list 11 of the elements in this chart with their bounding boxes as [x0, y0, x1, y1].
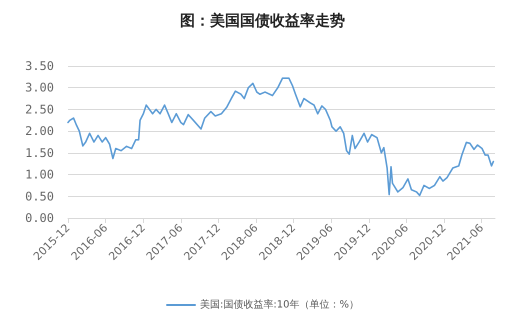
y-tick-label: 1.50 — [25, 146, 54, 160]
y-tick-label: 0.00 — [25, 211, 54, 225]
chart-title: 图：美国国债收益率走势 — [180, 12, 345, 30]
y-tick-label: 3.50 — [25, 59, 54, 73]
legend-label: 美国:国债收益率:10年（单位：%） — [200, 298, 359, 310]
y-tick-label: 3.00 — [25, 80, 54, 95]
y-tick-label: 2.50 — [25, 102, 54, 116]
y-tick-label: 2.00 — [25, 124, 54, 138]
y-tick-label: 1.00 — [25, 168, 54, 182]
line-series — [67, 77, 494, 196]
y-tick-label: 0.50 — [25, 189, 54, 204]
